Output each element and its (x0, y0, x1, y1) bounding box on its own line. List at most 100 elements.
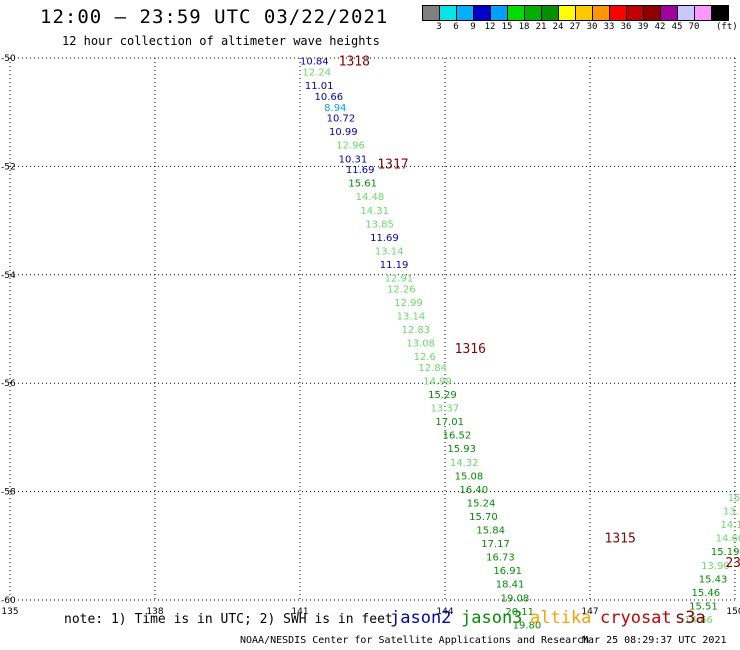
wave-height-value: 13. (723, 507, 739, 518)
legend-jason3: jason3 (461, 608, 523, 628)
wave-height-value: 12.84 (418, 363, 447, 374)
wave-height-value: 12.6 (414, 352, 436, 363)
y-tick-label: -58 (1, 488, 16, 498)
wave-height-value: 13.14 (375, 246, 404, 257)
note-text: note: 1) Time is in UTC; 2) SWH is in fe… (64, 612, 393, 627)
wave-height-value: 12.99 (394, 298, 423, 309)
x-tick-label: 150 (726, 607, 740, 617)
wave-height-value: 13.90 (701, 561, 730, 572)
wave-height-value: 12.91 (385, 274, 414, 285)
scale-label: 36 (620, 22, 632, 32)
wave-height-value: 10.84 (300, 57, 329, 68)
color-scale-labels: 3 6 9 12 15 18 21 24 27 30 33 36 39 42 45 70 (423, 22, 740, 36)
wave-height-value: 10.99 (329, 127, 358, 138)
scale-label: 27 (569, 22, 581, 32)
generated-timestamp: Mar 25 08:29:37 UTC 2021 (582, 635, 727, 646)
scale-label: 9 (470, 22, 476, 32)
scale-label: 42 (654, 22, 666, 32)
wave-height-value: 19.08 (501, 593, 530, 604)
y-tick-label: -54 (1, 271, 16, 281)
x-tick-label: 135 (1, 607, 18, 617)
legend-cryosat: cryosat (600, 608, 672, 628)
scale-swatch (711, 5, 729, 21)
wave-height-value: 8.94 (324, 103, 346, 114)
wave-height-value: 15.70 (469, 512, 498, 523)
wave-height-value: 15.84 (476, 526, 505, 537)
scale-label: 70 (688, 22, 700, 32)
wave-height-value: 15.43 (699, 574, 728, 585)
scale-label: 3 (436, 22, 442, 32)
wave-height-value: 12.26 (387, 284, 416, 295)
wave-height-value: 15.61 (348, 179, 377, 190)
color-scale-bar (422, 5, 729, 21)
scale-label: 21 (535, 22, 547, 32)
wave-height-value: 14.1 (721, 520, 740, 531)
footer-credit: NOAA/NESDIS Center for Satellite Applica… (240, 635, 590, 646)
legend-s3a: s3a (675, 608, 706, 628)
wave-height-value: 11.19 (380, 260, 409, 271)
wave-height-value: 10.66 (315, 92, 344, 103)
wave-height-value: 15.19 (711, 547, 740, 558)
wave-height-value: 11.01 (305, 81, 334, 92)
wave-height-value: 17.01 (435, 417, 464, 428)
chart-subtitle: 12 hour collection of altimeter wave hei… (62, 34, 380, 48)
time-label: 1316 (455, 342, 486, 357)
time-label: 1317 (377, 158, 408, 173)
y-tick-label: -52 (1, 162, 16, 172)
wave-height-value: 13.85 (365, 219, 394, 230)
wave-height-value: 16.40 (460, 485, 489, 496)
wave-height-value: 15 (728, 493, 740, 504)
wave-height-value: 13.37 (431, 404, 460, 415)
scale-label: 30 (586, 22, 598, 32)
scale-label: 24 (552, 22, 564, 32)
wave-height-value: 14.60 (716, 534, 740, 545)
scale-label: 18 (518, 22, 530, 32)
wave-height-value: 12.96 (336, 141, 365, 152)
wave-height-value: 11.69 (370, 233, 399, 244)
wave-height-value: 15.24 (467, 498, 496, 509)
wave-height-value: 12.83 (402, 325, 431, 336)
scale-label: 12 (484, 22, 496, 32)
wave-height-value: 13.14 (397, 311, 426, 322)
wave-height-value: 19.80 (513, 620, 542, 631)
wave-height-value: 16.52 (443, 431, 472, 442)
wave-height-value: 12.24 (302, 68, 331, 79)
legend-jason2: jason2 (390, 608, 452, 628)
chart-title: 12:00 – 23:59 UTC 03/22/2021 (40, 6, 389, 28)
wave-height-value: 15.46 (692, 588, 721, 599)
wave-height-value: 13.08 (406, 339, 435, 350)
wave-height-value: 14.48 (356, 192, 385, 203)
x-tick-label: 144 (436, 607, 453, 617)
wave-height-value: 10.72 (327, 114, 356, 125)
time-label: 1318 (339, 55, 370, 70)
x-tick-label: 138 (146, 607, 163, 617)
y-tick-label: -56 (1, 379, 16, 389)
wave-height-value: 14.32 (450, 458, 479, 469)
y-tick-label: -50 (1, 54, 16, 64)
wave-height-value: 15.51 (689, 601, 718, 612)
wave-height-value: 14.66 (684, 615, 713, 626)
wave-height-value: 15.29 (428, 390, 457, 401)
wave-height-value: 11.69 (346, 165, 375, 176)
scale-label: 15 (501, 22, 513, 32)
wave-height-value: 17.17 (481, 539, 510, 550)
time-label: 23 (725, 556, 740, 571)
scale-label: 6 (453, 22, 459, 32)
wave-height-value: 14.99 (423, 376, 452, 387)
wave-height-value: 15.08 (455, 471, 484, 482)
x-tick-label: 147 (581, 607, 598, 617)
wave-height-value: 18.41 (496, 580, 525, 591)
scale-label: 39 (637, 22, 649, 32)
wave-height-value: 16.73 (486, 553, 515, 564)
wave-height-value: 14.31 (360, 206, 389, 217)
time-label: 1315 (605, 532, 636, 547)
wave-height-value: 10.31 (339, 154, 368, 165)
scale-label: 33 (603, 22, 615, 32)
wave-height-value: 16.91 (493, 566, 522, 577)
legend-altika: altika (530, 608, 592, 628)
y-tick-label: -60 (1, 596, 16, 606)
scale-label: 45 (671, 22, 683, 32)
x-tick-label: 141 (291, 607, 308, 617)
wave-height-value: 15.93 (447, 444, 476, 455)
